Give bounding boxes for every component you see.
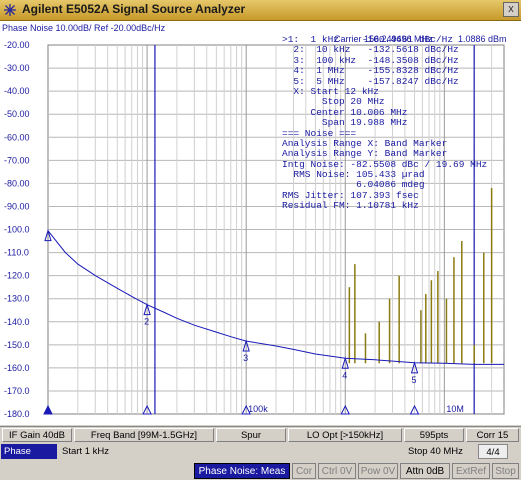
y-tick-label: -110.0 [4, 248, 29, 258]
agilent-logo-icon [4, 4, 16, 16]
marker-4-triangle [341, 356, 349, 369]
y-tick-label: -20.00 [4, 40, 30, 50]
info-line: Analysis Range Y: Band Marker [282, 148, 448, 160]
start-frequency: Start 1 kHz [62, 446, 109, 457]
phase-noise-plot: 2 3 4 5 -20.00 -30.00 -40.00 -50.00 -60.00 -70.0… [0, 21, 521, 425]
marker-1-triangle [44, 228, 52, 242]
info-line: Residual FM: 1.10781 kHz [282, 200, 419, 212]
axis-marker-icon [340, 404, 351, 415]
ctrl-indicator[interactable]: Ctrl 0V [318, 463, 356, 479]
close-button[interactable]: x [503, 2, 519, 17]
if-gain-button[interactable]: IF Gain 40dB [2, 428, 72, 442]
lo-opt-button[interactable]: LO Opt [>150kHz] [288, 428, 402, 442]
marker-4-label: 4 [342, 370, 347, 380]
meas-status[interactable]: Phase Noise: Meas [194, 463, 290, 479]
attn-indicator[interactable]: Attn 0dB [400, 463, 450, 479]
marker-2-label: 2 [144, 317, 149, 327]
cor-indicator[interactable]: Cor [292, 463, 316, 479]
phase-noise-trace [47, 230, 504, 365]
marker-5-label: 5 [412, 375, 417, 385]
y-tick-label: -30.00 [4, 63, 30, 73]
x-tick-label: 10M [446, 404, 464, 414]
info-line: 4: 1 MHz -155.8328 dBc/Hz [282, 65, 459, 77]
y-tick-label: -70.00 [4, 155, 30, 165]
marker-3-label: 3 [243, 353, 248, 363]
info-line: Stop 20 MHz [282, 96, 385, 108]
freq-band-button[interactable]: Freq Band [99M-1.5GHz] [74, 428, 214, 442]
softkey-bar: IF Gain 40dB Freq Band [99M-1.5GHz] Spur… [0, 426, 521, 443]
title-bar: Agilent E5052A Signal Source Analyzer x [0, 0, 521, 21]
x-tick-label: 100k [248, 404, 268, 414]
sweep-count: 4/4 [478, 444, 508, 459]
info-line: 6.04086 mdeg [282, 179, 425, 191]
y-tick-label: -40.00 [4, 86, 30, 96]
y-tick-label: -130.0 [4, 294, 30, 304]
info-line: Center 10.006 MHz [282, 106, 408, 118]
marker-2-triangle [143, 302, 151, 316]
axis-marker-icon [43, 404, 53, 415]
axis-marker-icon [409, 404, 420, 415]
info-line: 5: 5 MHz -157.8247 dBc/Hz [282, 75, 459, 87]
mode-indicator[interactable]: Phase Noise [1, 444, 57, 472]
plot-canvas: 2 3 4 5 -20.00 -30.00 -40.00 -50.00 -60.00 -70.0… [2, 23, 507, 419]
axis-marker-icon [142, 404, 152, 415]
info-line: Analysis Range X: Band Marker [282, 137, 448, 149]
trace-header: Phase Noise 10.00dB/ Ref -20.00dBc/Hz [2, 23, 166, 33]
y-tick-label: -170.0 [4, 386, 30, 396]
spur-button[interactable]: Spur [216, 428, 286, 442]
y-tick-label: -150.0 [4, 340, 30, 350]
info-line: Intg Noise: -82.5508 dBc / 19.69 MHz [282, 158, 488, 170]
y-tick-label: -100.0 [4, 225, 30, 235]
marker-5-triangle [410, 361, 419, 374]
extref-indicator[interactable]: ExtRef [452, 463, 490, 479]
y-tick-label: -160.0 [4, 363, 30, 373]
y-tick-label: -90.00 [4, 201, 30, 211]
y-tick-label: -180.0 [4, 409, 30, 419]
y-tick-label: -120.0 [4, 271, 30, 281]
y-tick-label: -80.00 [4, 178, 30, 188]
pow-indicator[interactable]: Pow 0V [358, 463, 398, 479]
carrier-frequency: Carrier 156.249496 MHz [334, 34, 433, 44]
info-line: RMS Noise: 105.433 µrad [282, 169, 425, 181]
footer-bar: Phase Noise: Meas Cor Ctrl 0V Pow 0V Att… [0, 461, 521, 480]
correction-button[interactable]: Corr 15 [466, 428, 519, 442]
info-line: X: Start 12 kHz [282, 85, 379, 97]
info-line: RMS Jitter: 107.393 fsec [282, 189, 419, 201]
info-line: === Noise === [282, 127, 357, 139]
marker-info-panel: >1: 1 kHz -100.4661 dBc/Hz 2: 10 kHz -13… [282, 34, 504, 212]
stop-indicator[interactable]: Stop [492, 463, 519, 479]
info-line: 2: 10 kHz -132.5618 dBc/Hz [282, 44, 459, 56]
points-button[interactable]: 595pts [404, 428, 464, 442]
y-tick-label: -140.0 [4, 317, 30, 327]
y-tick-label: -60.00 [4, 132, 30, 142]
carrier-level: 1.0886 dBm [458, 34, 507, 44]
status-bar: Phase Noise Start 1 kHz Stop 40 MHz 4/4 [0, 443, 521, 472]
info-line: 3: 100 kHz -148.3508 dBc/Hz [282, 54, 459, 66]
y-tick-label: -50.00 [4, 109, 30, 119]
info-line: >1: 1 kHz -100.4661 dBc/Hz [282, 34, 454, 45]
window-title: Agilent E5052A Signal Source Analyzer [22, 2, 246, 16]
stop-frequency: Stop 40 MHz [408, 446, 463, 457]
axis-marker-icon [241, 404, 251, 415]
marker-3-triangle [242, 339, 250, 352]
info-line: Span 19.988 MHz [282, 117, 408, 129]
